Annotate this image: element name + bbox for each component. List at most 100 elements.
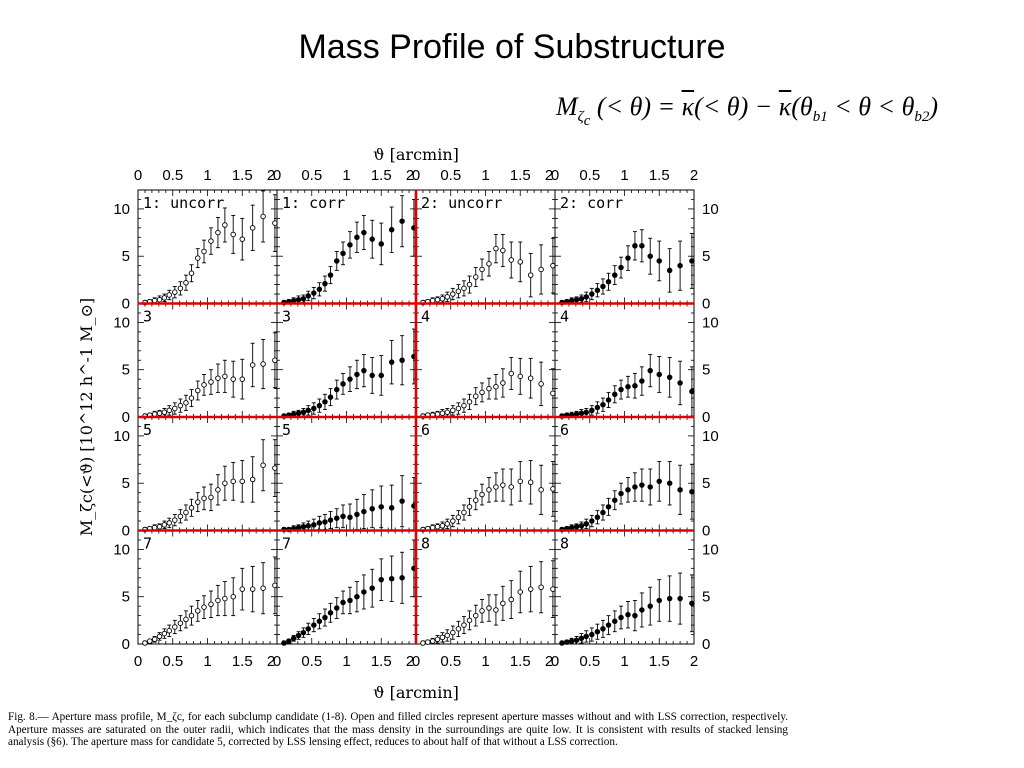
data-point	[500, 600, 506, 607]
data-point	[369, 585, 375, 591]
data-point	[493, 607, 499, 613]
x-tick-label-bottom: 0	[134, 653, 142, 670]
data-point	[249, 586, 256, 592]
data-point	[479, 266, 485, 273]
data-point	[151, 636, 158, 643]
data-point	[583, 521, 590, 527]
equation-sub1: b1	[812, 109, 828, 126]
data-point	[316, 286, 323, 293]
data-point	[647, 603, 653, 609]
y-tick-label-right: 0	[702, 409, 710, 426]
data-point	[466, 399, 473, 405]
data-point	[172, 517, 178, 523]
x-tick-label-bottom: 1.5	[232, 653, 253, 670]
data-point	[677, 595, 683, 602]
x-tick-label-top: 1.5	[510, 167, 531, 184]
data-point	[605, 504, 612, 510]
data-point	[632, 484, 638, 490]
data-point	[666, 267, 673, 274]
x-tick-label-top: 2	[545, 167, 553, 184]
y-tick-label-left: 0	[122, 636, 130, 653]
y-tick-label-left: 5	[122, 475, 130, 492]
equation-part4: < θ < θ	[827, 92, 915, 121]
data-point	[466, 504, 473, 510]
y-tick-label-right: 5	[702, 362, 710, 379]
data-point	[455, 626, 462, 632]
data-point	[295, 410, 302, 416]
panel-6: 3	[276, 303, 417, 419]
data-point	[188, 612, 195, 619]
x-tick-label-bottom: 2	[406, 653, 414, 670]
data-point	[322, 519, 328, 525]
data-point	[388, 575, 395, 582]
data-point	[589, 291, 595, 297]
data-point	[399, 498, 405, 504]
data-point	[195, 608, 201, 614]
data-point	[239, 236, 245, 242]
panel-frame	[554, 303, 695, 418]
data-point	[230, 231, 236, 238]
data-point	[568, 638, 575, 644]
x-tick-label-bottom: 1.5	[510, 653, 531, 670]
panel-7: 4	[415, 303, 556, 419]
data-point	[399, 575, 405, 581]
data-point	[156, 633, 163, 640]
data-point	[347, 242, 353, 248]
data-point	[420, 640, 426, 646]
data-point	[195, 499, 201, 505]
data-point	[166, 520, 173, 526]
data-point	[361, 229, 367, 236]
slide-title: Mass Profile of Substructure	[298, 28, 726, 66]
panel-label: 3	[282, 308, 291, 326]
data-point	[161, 630, 168, 637]
data-point	[583, 409, 590, 416]
data-point	[473, 612, 479, 619]
y-tick-label-left: 10	[113, 201, 130, 218]
figure-caption: Fig. 8.— Aperture mass profile, M_ζc, fo…	[8, 711, 788, 749]
x-tick-label-top: 1.5	[649, 167, 670, 184]
data-point	[493, 484, 499, 490]
y-tick-label-left: 5	[122, 589, 130, 606]
data-point	[689, 258, 695, 264]
data-point	[340, 381, 346, 387]
data-point	[612, 272, 618, 278]
data-point	[239, 376, 245, 382]
panel-label: 5	[282, 421, 291, 439]
panel-frame	[554, 530, 695, 645]
data-point	[466, 281, 473, 288]
data-point	[172, 405, 178, 412]
data-point	[578, 635, 585, 642]
data-point	[612, 497, 618, 503]
data-point	[369, 372, 375, 379]
data-point	[656, 371, 662, 378]
x-tick-label-bottom: 0	[273, 653, 281, 670]
x-tick-label-bottom: 1.5	[649, 653, 670, 670]
x-tick-label-bottom: 0	[412, 653, 420, 670]
data-point	[538, 584, 544, 591]
data-point	[172, 624, 178, 630]
panel-label: 4	[421, 308, 430, 326]
y-tick-label-right: 10	[702, 314, 719, 331]
x-tick-label-bottom: 1	[481, 653, 489, 670]
data-point	[286, 638, 292, 644]
panel-label: 6	[560, 421, 569, 439]
data-point	[295, 296, 302, 303]
y-tick-label-right: 5	[702, 589, 710, 606]
y-tick-label-right: 5	[702, 475, 710, 492]
data-point	[201, 382, 207, 388]
panel-14: 7	[276, 530, 417, 646]
data-point	[594, 404, 601, 411]
data-point	[517, 373, 523, 380]
y-tick-label-left: 5	[122, 248, 130, 265]
panel-label: 3	[143, 308, 152, 326]
panel-frame	[554, 416, 695, 531]
equation-part3: (θ	[791, 92, 813, 121]
data-point	[361, 367, 367, 374]
panel-12: 6	[554, 416, 695, 533]
data-point	[334, 515, 340, 521]
panel-frame	[276, 530, 417, 645]
data-point	[677, 380, 683, 386]
panel-5: 3	[137, 303, 278, 419]
y-tick-label-left: 5	[122, 362, 130, 379]
y-tick-label-left: 10	[113, 428, 130, 445]
